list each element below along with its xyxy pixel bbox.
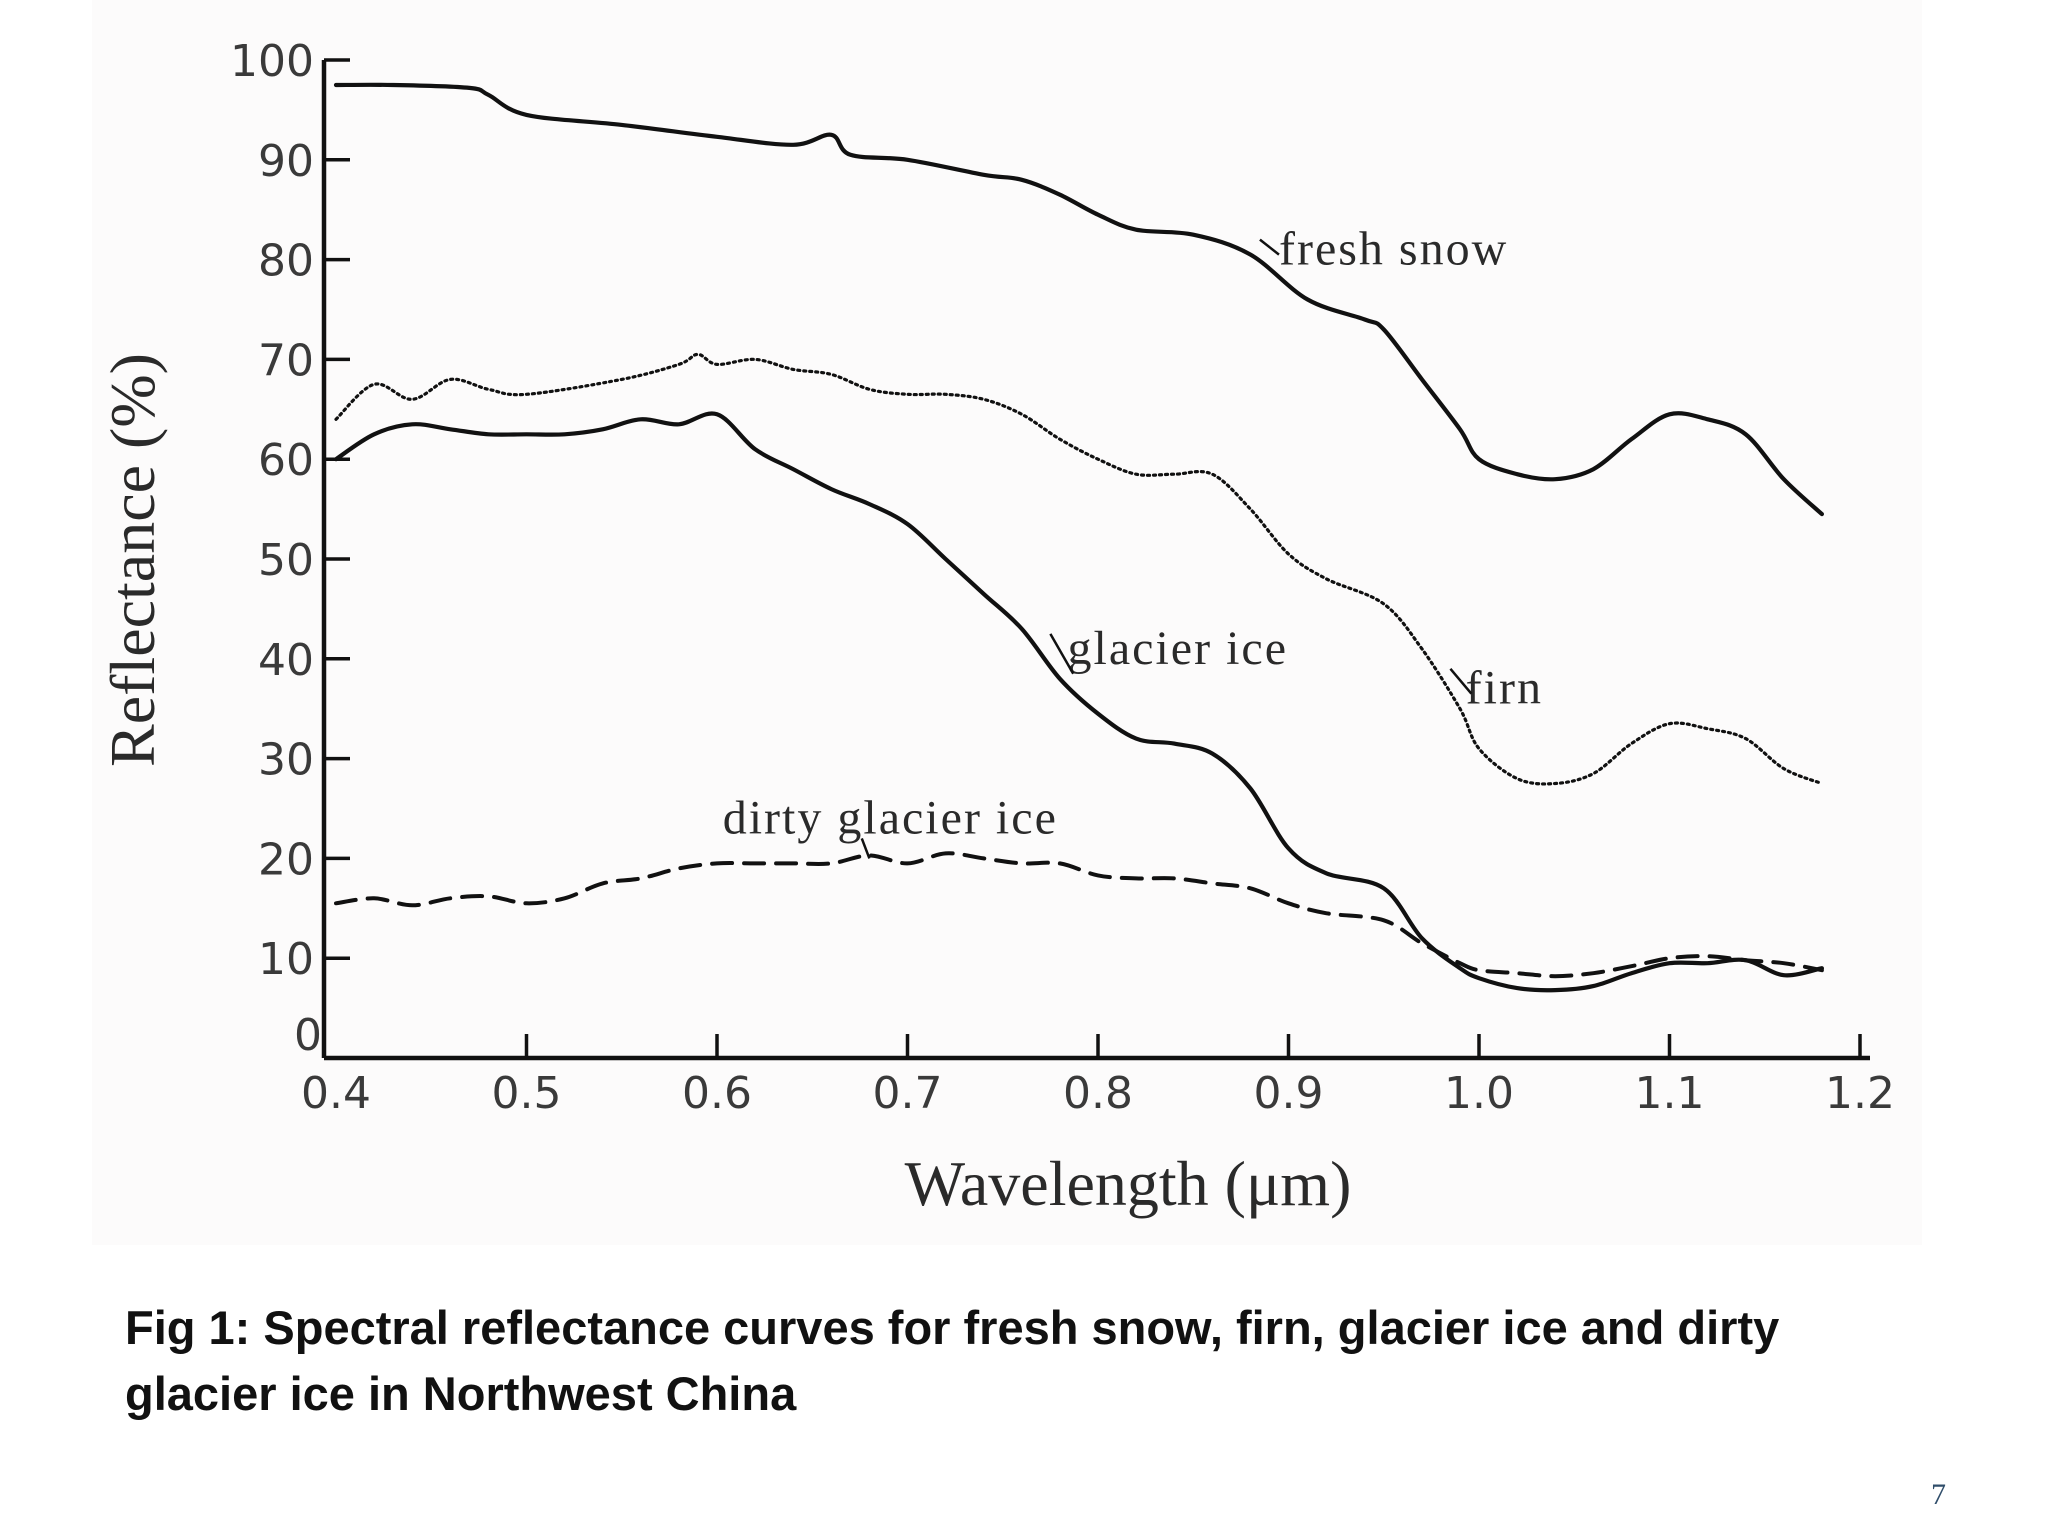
curve-label-glacier-ice: glacier ice <box>1068 622 1289 675</box>
figure-panel: 0 10 20 30 40 50 60 70 80 90 100 0.4 0.5 0.6 0.7 0.8 0.9… <box>92 0 1922 1245</box>
curve-label-firn: firn <box>1466 662 1543 715</box>
chart-curve-labels: fresh snow firn glacier ice dirty glacier i… <box>723 223 1543 859</box>
x-axis-title: Wavelength (μm) <box>905 1148 1352 1219</box>
y-tick-label: 0 <box>294 1010 322 1061</box>
x-tick-label: 0.4 <box>301 1068 371 1119</box>
curve-label-fresh-snow: fresh snow <box>1279 223 1508 276</box>
chart-curves <box>333 82 1824 993</box>
x-tick-label: 1.1 <box>1635 1068 1705 1119</box>
page-number: 7 <box>1931 1478 1946 1511</box>
x-tick-label: 1.2 <box>1825 1068 1895 1119</box>
chart-axes <box>321 60 1870 1061</box>
figure-caption: Fig 1: Spectral reflectance curves for f… <box>125 1301 1780 1420</box>
y-tick-label: 100 <box>230 36 314 87</box>
y-tick-label: 70 <box>258 335 314 386</box>
y-tick-label: 50 <box>258 535 314 586</box>
y-tick-label: 10 <box>258 934 314 985</box>
chart-ticks: 0 10 20 30 40 50 60 70 80 90 100 0.4 0.5 0.6 0.7 0.8 0.9… <box>230 36 1895 1119</box>
x-tick-label: 0.8 <box>1063 1068 1133 1119</box>
label-pointer <box>1449 667 1473 695</box>
series-line-fresh-snow <box>333 82 1824 517</box>
series-line-dirty-glacier-ice <box>334 851 1824 979</box>
series-line-glacier-ice <box>333 411 1824 993</box>
spectral-reflectance-chart: 0 10 20 30 40 50 60 70 80 90 100 0.4 0.5 0.6 0.7 0.8 0.9… <box>97 36 1895 1219</box>
label-pointer <box>1259 238 1280 256</box>
x-tick-label: 1.0 <box>1444 1068 1514 1119</box>
curve-label-dirty-glacier-ice: dirty glacier ice <box>723 791 1058 844</box>
y-tick-label: 40 <box>258 635 314 686</box>
x-tick-label: 0.9 <box>1254 1068 1324 1119</box>
series-line-firn <box>334 352 1824 786</box>
x-tick-label: 0.6 <box>682 1068 752 1119</box>
label-pointer <box>1049 633 1075 675</box>
x-tick-label: 0.7 <box>873 1068 943 1119</box>
y-tick-label: 60 <box>258 435 314 486</box>
label-pointer <box>860 837 871 859</box>
y-tick-label: 80 <box>258 236 314 287</box>
y-tick-label: 90 <box>258 136 314 187</box>
x-tick-label: 0.5 <box>492 1068 562 1119</box>
y-tick-label: 20 <box>258 834 314 885</box>
y-axis-title: Reflectance (%) <box>97 353 168 767</box>
y-tick-label: 30 <box>258 735 314 786</box>
